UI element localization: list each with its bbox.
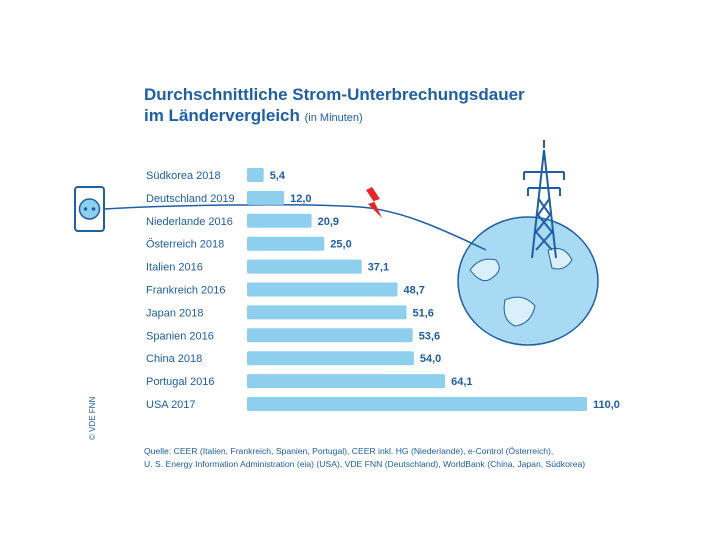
- value-label: 51,6: [413, 307, 434, 319]
- bar: [247, 190, 285, 205]
- chart-title: Durchschnittliche Strom-Unterbrechungsda…: [144, 84, 525, 129]
- title-line-1: Durchschnittliche Strom-Unterbrechungsda…: [144, 85, 525, 104]
- bar: [247, 305, 407, 320]
- value-label: 12,0: [290, 193, 311, 205]
- category-label: Südkorea 2018: [146, 170, 221, 182]
- category-label: USA 2017: [146, 399, 196, 411]
- bar: [247, 213, 312, 228]
- bar: [247, 282, 398, 297]
- bar: [247, 168, 264, 182]
- bar: [247, 259, 362, 274]
- title-line-2-text: im Ländervergleich: [144, 106, 300, 125]
- power-socket-icon: [74, 186, 105, 232]
- title-line-2: im Ländervergleich (in Minuten): [144, 105, 525, 129]
- value-label: 53,6: [419, 330, 440, 342]
- globe-continent: [469, 247, 573, 327]
- category-label: Japan 2018: [146, 307, 204, 319]
- value-label: 37,1: [368, 262, 389, 274]
- lightning-bolt-icon: [366, 187, 382, 218]
- value-label: 20,9: [318, 216, 339, 228]
- value-label: 64,1: [451, 376, 472, 388]
- value-label: 25,0: [330, 239, 351, 251]
- source-line-2: U. S. Energy Information Administration …: [144, 459, 586, 469]
- category-label: Österreich 2018: [146, 239, 224, 251]
- value-label: 48,7: [404, 285, 425, 297]
- category-label: Deutschland 2019: [146, 193, 235, 205]
- category-label: China 2018: [146, 353, 202, 365]
- bar: [247, 236, 325, 251]
- category-label: Niederlande 2016: [146, 216, 233, 228]
- copyright-note: © VDE FNN: [88, 396, 97, 440]
- bar: [247, 397, 587, 411]
- category-label: Spanien 2016: [146, 330, 214, 342]
- value-label: 5,4: [270, 170, 286, 182]
- category-label: Portugal 2016: [146, 376, 215, 388]
- value-label: 110,0: [593, 399, 620, 411]
- illustration: [74, 140, 599, 346]
- category-label: Italien 2016: [146, 262, 203, 274]
- bar: [247, 374, 446, 389]
- source-note: Quelle: CEER (Italien, Frankreich, Spani…: [144, 445, 704, 471]
- bar: [247, 351, 414, 366]
- power-pylon-icon: [523, 140, 565, 259]
- bar: [247, 328, 413, 343]
- power-cable: [103, 204, 487, 251]
- value-label: 54,0: [420, 353, 441, 365]
- globe-icon: [457, 216, 599, 346]
- category-label: Frankreich 2016: [146, 285, 226, 297]
- title-unit: (in Minuten): [304, 112, 363, 124]
- source-line-1: Quelle: CEER (Italien, Frankreich, Spani…: [144, 446, 554, 456]
